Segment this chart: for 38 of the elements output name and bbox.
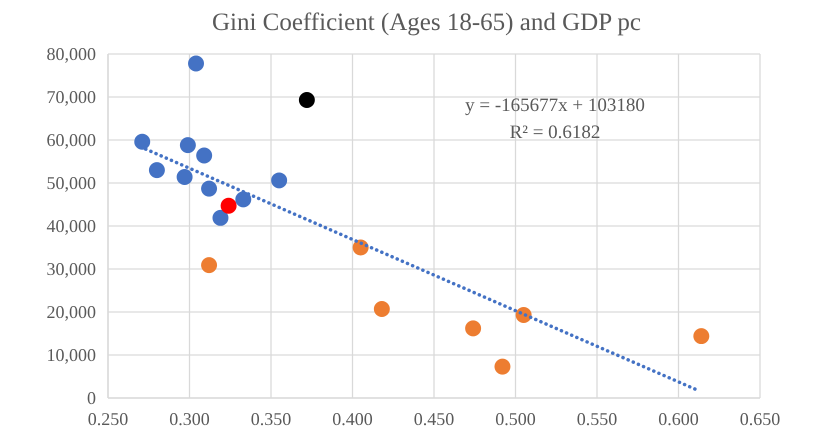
x-tick-label: 0.500	[495, 408, 536, 429]
x-tick-label: 0.550	[576, 408, 618, 429]
y-tick-label: 70,000	[46, 86, 96, 107]
y-tick-label: 50,000	[46, 172, 96, 193]
point	[196, 148, 212, 164]
y-tick-label: 20,000	[46, 302, 96, 322]
point	[176, 169, 193, 185]
x-tick-label: 0.400	[332, 408, 373, 429]
annotation: y = -165677x + 103180	[465, 95, 645, 116]
point	[201, 257, 218, 274]
x-tick-label: 0.250	[88, 408, 128, 429]
y-tick-label: 80,000	[46, 44, 96, 64]
y-tick-label: 60,000	[46, 130, 96, 150]
point	[465, 320, 482, 336]
annotation: R² = 0.6182	[510, 122, 600, 143]
point	[188, 55, 204, 72]
point	[148, 162, 165, 178]
point	[271, 172, 288, 188]
y-tick-label: 30,000	[46, 258, 96, 279]
x-tick-label: 0.300	[169, 408, 210, 429]
point	[693, 328, 710, 344]
y-tick-label: 0	[87, 388, 96, 408]
x-tick-label: 0.450	[414, 408, 454, 429]
x-tick-label: 0.650	[740, 408, 780, 429]
point	[220, 198, 237, 214]
point	[134, 134, 150, 150]
x-tick-label: 0.350	[250, 408, 292, 429]
point	[494, 358, 510, 375]
chart-title: Gini Coefficient (Ages 18-65) and GDP pc	[212, 9, 642, 36]
y-tick-label: 40,000	[46, 216, 96, 236]
point	[180, 137, 196, 154]
point	[201, 180, 218, 197]
point	[298, 92, 315, 108]
point	[235, 191, 252, 208]
point	[374, 301, 390, 317]
point	[212, 210, 228, 226]
y-tick-label: 10,000	[46, 344, 96, 365]
x-tick-label: 0.600	[658, 408, 699, 429]
